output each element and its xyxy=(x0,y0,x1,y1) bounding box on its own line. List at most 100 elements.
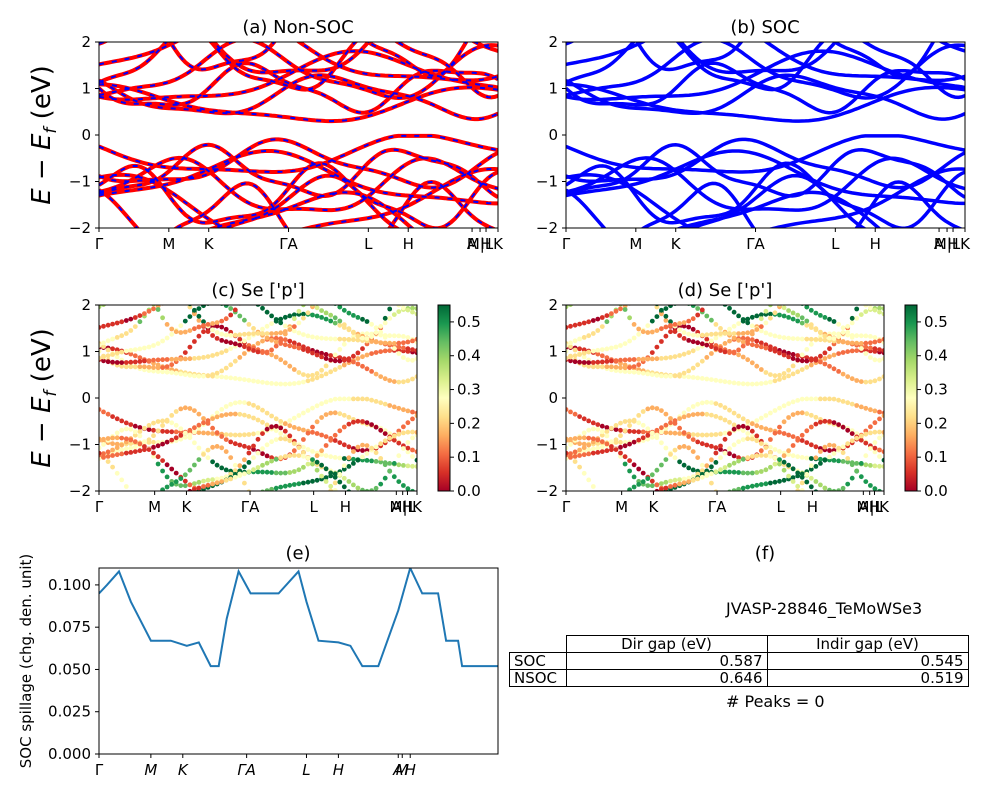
projected-point xyxy=(142,439,147,445)
projected-point xyxy=(668,329,673,335)
projected-point xyxy=(382,320,388,326)
projected-point xyxy=(595,445,601,451)
projected-point xyxy=(101,358,106,364)
projected-point xyxy=(614,516,619,521)
y-tick-label: −1 xyxy=(69,436,91,454)
band-line xyxy=(99,156,498,212)
projected-point xyxy=(831,396,837,402)
projected-point xyxy=(196,485,202,491)
projected-point xyxy=(260,462,265,468)
projected-point xyxy=(827,448,832,453)
projected-point xyxy=(192,491,197,496)
projected-point xyxy=(124,531,129,536)
spillage-line xyxy=(99,568,498,668)
projected-point xyxy=(201,373,206,379)
projected-point xyxy=(582,262,587,267)
projected-point xyxy=(695,439,701,445)
projected-point xyxy=(219,413,225,418)
projected-point xyxy=(649,430,655,436)
projected-point xyxy=(836,512,841,517)
projected-point xyxy=(110,336,115,342)
projected-point xyxy=(373,424,379,430)
projected-point xyxy=(219,368,225,374)
projected-point xyxy=(269,255,274,260)
projected-point xyxy=(124,285,129,290)
projected-point xyxy=(255,465,261,470)
projected-point xyxy=(341,362,347,368)
projected-point xyxy=(754,423,760,429)
projected-point xyxy=(228,346,234,351)
projected-point xyxy=(287,482,293,488)
projected-point xyxy=(818,396,823,402)
projected-point xyxy=(201,452,206,457)
projected-point xyxy=(410,435,415,441)
projected-point xyxy=(566,450,569,456)
projected-point xyxy=(142,505,147,510)
projected-point xyxy=(754,418,760,423)
projected-point xyxy=(577,346,582,352)
band-line xyxy=(99,42,498,99)
projected-point xyxy=(410,347,415,352)
projected-point xyxy=(165,273,170,278)
projected-point xyxy=(663,485,669,491)
projected-point xyxy=(360,354,365,360)
projected-point xyxy=(319,292,324,297)
projected-point xyxy=(586,418,592,424)
y-tick-label: 0 xyxy=(548,126,558,144)
projected-point xyxy=(663,313,669,319)
projected-point xyxy=(799,455,805,460)
projected-point xyxy=(406,272,411,277)
projected-point xyxy=(387,333,393,339)
projected-point xyxy=(360,271,365,276)
projected-point xyxy=(410,525,415,530)
projected-point xyxy=(305,373,311,379)
projected-point xyxy=(591,285,596,290)
projected-point xyxy=(881,348,884,353)
projected-point xyxy=(319,373,324,379)
projected-point xyxy=(306,297,311,302)
projected-point xyxy=(827,497,832,502)
projected-point xyxy=(155,428,161,434)
projected-point xyxy=(160,423,166,428)
projected-point xyxy=(627,428,632,434)
projected-point xyxy=(414,449,417,455)
x-tick-label: A xyxy=(934,235,945,253)
projected-point xyxy=(110,352,115,357)
projected-point xyxy=(768,311,773,317)
projected-point xyxy=(242,317,247,323)
projected-point xyxy=(178,289,183,294)
projected-point xyxy=(627,458,632,463)
projected-point xyxy=(369,279,374,284)
projected-point xyxy=(323,475,329,480)
projected-point xyxy=(631,474,637,480)
projected-point xyxy=(590,484,596,489)
projected-point xyxy=(754,482,760,488)
projected-point xyxy=(863,340,869,346)
projected-point xyxy=(627,423,632,428)
projected-point xyxy=(859,300,864,305)
projected-point xyxy=(405,449,411,455)
projected-point xyxy=(668,319,673,325)
projected-point xyxy=(114,354,120,360)
projected-point xyxy=(237,411,243,417)
projected-point xyxy=(841,516,846,521)
projected-point xyxy=(164,462,170,468)
projected-point xyxy=(640,422,646,428)
projected-point xyxy=(246,450,252,456)
projected-point xyxy=(356,497,361,502)
projected-point xyxy=(323,434,329,439)
projected-point xyxy=(155,307,161,312)
projected-point xyxy=(291,453,297,458)
projected-point xyxy=(772,333,778,339)
projected-point xyxy=(410,454,415,459)
x-tick-label: K xyxy=(960,235,971,253)
x-tick-label: ΓA xyxy=(279,235,298,253)
projected-point xyxy=(382,401,388,407)
projected-point xyxy=(736,352,741,358)
projected-point xyxy=(396,462,402,468)
y-tick-label: −1 xyxy=(536,173,558,191)
projected-point xyxy=(582,293,587,298)
projected-point xyxy=(804,411,810,417)
projected-point xyxy=(799,315,805,321)
projected-point xyxy=(722,349,728,355)
